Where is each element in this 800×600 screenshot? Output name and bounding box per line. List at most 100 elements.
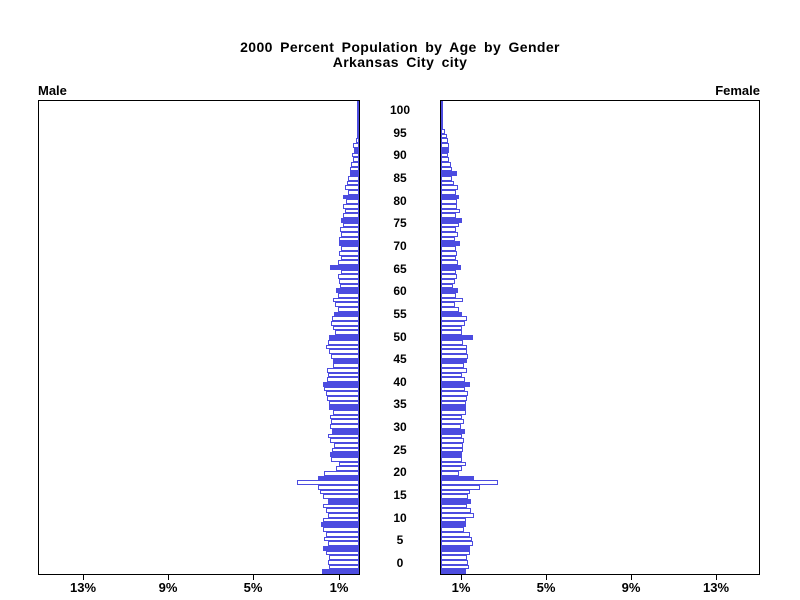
chart-title: 2000 Percent Population by Age by Gender	[240, 39, 560, 55]
female-bar-age-73	[441, 227, 456, 232]
male-bar-age-65	[330, 265, 359, 270]
female-bar-age-74	[441, 223, 459, 227]
female-bar-age-9	[441, 527, 464, 532]
age-tick-label-10: 10	[393, 511, 407, 525]
male-bar-age-30	[332, 429, 359, 434]
female-bar-age-78	[441, 204, 457, 209]
age-tick-label-20: 20	[393, 465, 407, 479]
female-bar-age-85	[441, 171, 457, 176]
male-bar-age-37	[327, 396, 359, 401]
female-bar-age-8	[441, 532, 470, 537]
female-bar-age-7	[441, 537, 472, 541]
female-bar-age-92	[441, 138, 448, 143]
female-bar-age-88	[441, 157, 449, 162]
male-bar-age-23	[339, 462, 359, 466]
female-bar-age-30	[441, 429, 465, 434]
male-xtick-5%	[253, 575, 254, 580]
female-bar-age-66	[441, 260, 458, 265]
female-bar-age-43	[441, 368, 467, 373]
female-bar-age-83	[441, 181, 454, 185]
female-bar-age-33	[441, 415, 462, 419]
male-bar-age-58	[333, 298, 359, 302]
male-bar-age-81	[348, 190, 359, 195]
male-bar-age-28	[330, 438, 359, 443]
male-bar-age-45	[333, 359, 359, 363]
female-xtick-5%	[546, 575, 547, 580]
male-bar-age-46	[331, 354, 359, 359]
female-bar-age-1	[441, 565, 469, 569]
female-bar-age-11	[441, 518, 466, 522]
female-bar-age-72	[441, 232, 458, 237]
male-bar-age-12	[328, 513, 359, 518]
male-bar-age-92	[356, 138, 359, 143]
male-bar-age-27	[334, 443, 359, 448]
male-bar-age-79	[346, 199, 359, 204]
female-bar-age-71	[441, 237, 455, 241]
female-bar-age-41	[441, 377, 465, 382]
female-bar-age-86	[441, 167, 452, 171]
female-bar-age-63	[441, 274, 457, 279]
female-bar-age-24	[441, 457, 462, 462]
female-bar-age-52	[441, 326, 462, 330]
male-xtick-label-5%: 5%	[243, 580, 263, 595]
female-bar-age-13	[441, 508, 471, 513]
male-bar-age-42	[328, 373, 359, 377]
male-bar-age-11	[323, 518, 359, 522]
male-xtick-label-9%: 9%	[158, 580, 178, 595]
female-bar-age-10	[441, 522, 466, 527]
female-bar-age-94	[441, 129, 445, 134]
female-bar-age-60	[441, 288, 458, 293]
female-bar-age-2	[441, 560, 468, 565]
female-panel-label: Female	[715, 83, 760, 98]
male-bar-age-98	[357, 110, 359, 115]
female-bar-age-81	[441, 190, 456, 195]
female-bar-age-26	[441, 448, 463, 452]
female-xtick-label-1%: 1%	[451, 580, 471, 595]
female-bar-age-87	[441, 162, 451, 167]
age-tick-label-95: 95	[393, 126, 407, 140]
male-bar-age-10	[321, 522, 359, 527]
male-bar-age-97	[357, 115, 359, 120]
age-tick-label-40: 40	[393, 375, 407, 389]
male-bar-age-76	[343, 213, 359, 218]
male-bar-age-96	[357, 120, 359, 124]
female-bar-age-64	[441, 270, 456, 274]
male-xtick-1%	[339, 575, 340, 580]
male-bar-age-7	[324, 537, 359, 541]
female-bar-age-12	[441, 513, 474, 518]
male-bar-age-53	[331, 321, 359, 326]
male-bar-age-15	[328, 499, 359, 504]
female-xtick-13%	[716, 575, 717, 580]
female-bar-age-59	[441, 293, 456, 298]
male-bar-age-29	[328, 434, 359, 438]
male-bar-age-94	[357, 129, 359, 134]
female-bar-age-44	[441, 363, 464, 368]
male-xtick-9%	[168, 575, 169, 580]
female-xtick-label-5%: 5%	[536, 580, 556, 595]
male-bar-age-55	[334, 312, 359, 316]
female-bar-age-57	[441, 302, 455, 307]
female-bar-age-51	[441, 330, 462, 335]
male-bar-age-73	[340, 227, 359, 232]
male-bar-age-100	[357, 101, 359, 106]
male-bar-age-63	[338, 274, 359, 279]
female-bar-age-34	[441, 410, 466, 415]
male-bar-age-9	[323, 527, 359, 532]
female-bar-age-96	[441, 120, 443, 124]
female-bar-age-56	[441, 307, 459, 312]
male-bar-age-24	[331, 457, 359, 462]
female-bar-age-79	[441, 199, 457, 204]
female-bar-age-6	[441, 541, 473, 546]
male-bar-age-21	[324, 471, 359, 476]
female-bar-age-91	[441, 143, 449, 148]
female-bar-age-21	[441, 471, 459, 476]
male-bars-panel	[38, 100, 360, 575]
female-xtick-9%	[631, 575, 632, 580]
female-bar-age-58	[441, 298, 463, 302]
male-bar-age-67	[341, 256, 359, 260]
female-bar-age-77	[441, 209, 460, 213]
male-bar-age-90	[354, 148, 359, 153]
male-bar-age-43	[327, 368, 359, 373]
age-tick-label-85: 85	[393, 171, 407, 185]
female-bar-age-53	[441, 321, 465, 326]
